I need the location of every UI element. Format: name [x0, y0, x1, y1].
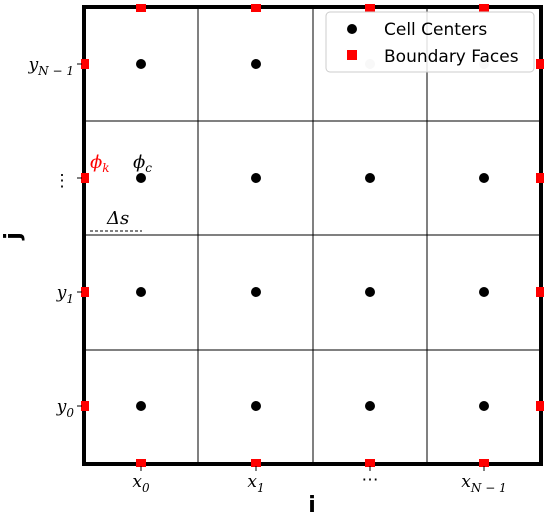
boundary-face-marker — [251, 459, 261, 467]
delta-s-label: Δs — [106, 208, 129, 229]
boundary-faces — [81, 4, 544, 467]
legend-cell-centers-label: Cell Centers — [384, 20, 487, 40]
domain-boundary — [82, 5, 543, 466]
y-tick-label: yN − 1 — [28, 55, 74, 78]
cell-center-marker — [251, 401, 261, 411]
boundary-face-marker — [251, 4, 261, 12]
boundary-face-marker — [365, 459, 375, 467]
cell-center-marker — [479, 173, 489, 183]
x-tick-label: xN − 1 — [461, 472, 506, 495]
tick-marks — [77, 63, 485, 471]
legend-box — [325, 11, 535, 73]
cell-center-marker — [136, 59, 146, 69]
y-tick-label: ⋮ — [54, 171, 71, 191]
grid-lines — [84, 7, 541, 464]
cell-center-marker — [479, 287, 489, 297]
legend-cell-center-marker — [347, 24, 357, 34]
phi-k-label: ϕk — [90, 152, 110, 175]
boundary-face-marker — [479, 459, 489, 467]
boundary-face-marker — [81, 59, 89, 69]
cell-center-marker — [251, 287, 261, 297]
x-tick-label: x1 — [247, 472, 264, 495]
boundary-face-marker — [536, 287, 544, 297]
boundary-face-marker — [136, 4, 146, 12]
boundary-face-marker — [81, 173, 89, 183]
y-tick-labels: y0 y1 ⋮ yN − 1 — [28, 55, 75, 420]
boundary-face-marker — [81, 401, 89, 411]
cell-center-marker — [479, 401, 489, 411]
y-tick-label: y0 — [56, 397, 75, 420]
boundary-face-marker — [536, 401, 544, 411]
phi-c-label: ϕc — [133, 152, 152, 175]
boundary-face-marker — [136, 459, 146, 467]
cell-center-marker — [365, 401, 375, 411]
x-axis-label: i — [308, 493, 316, 518]
cell-center-marker — [251, 59, 261, 69]
boundary-face-marker — [479, 4, 489, 12]
legend-boundary-faces-label: Boundary Faces — [384, 47, 519, 67]
y-tick-label: y1 — [56, 283, 74, 306]
cell-center-marker — [365, 173, 375, 183]
boundary-face-marker — [536, 173, 544, 183]
legend-boundary-face-marker — [347, 50, 357, 60]
cell-centers — [136, 59, 489, 411]
boundary-face-marker — [365, 4, 375, 12]
x-tick-label: ⋯ — [362, 470, 379, 490]
legend: Cell Centers Boundary Faces — [325, 11, 535, 73]
x-tick-label: x0 — [132, 472, 150, 495]
cell-center-marker — [136, 287, 146, 297]
x-tick-labels: x0 x1 ⋯ xN − 1 — [132, 470, 506, 495]
cell-center-marker — [251, 173, 261, 183]
cell-center-marker — [136, 401, 146, 411]
boundary-face-marker — [81, 287, 89, 297]
y-axis-label: j — [1, 232, 26, 241]
cell-center-marker — [136, 173, 146, 183]
boundary-face-marker — [536, 59, 544, 69]
cell-center-marker — [365, 287, 375, 297]
